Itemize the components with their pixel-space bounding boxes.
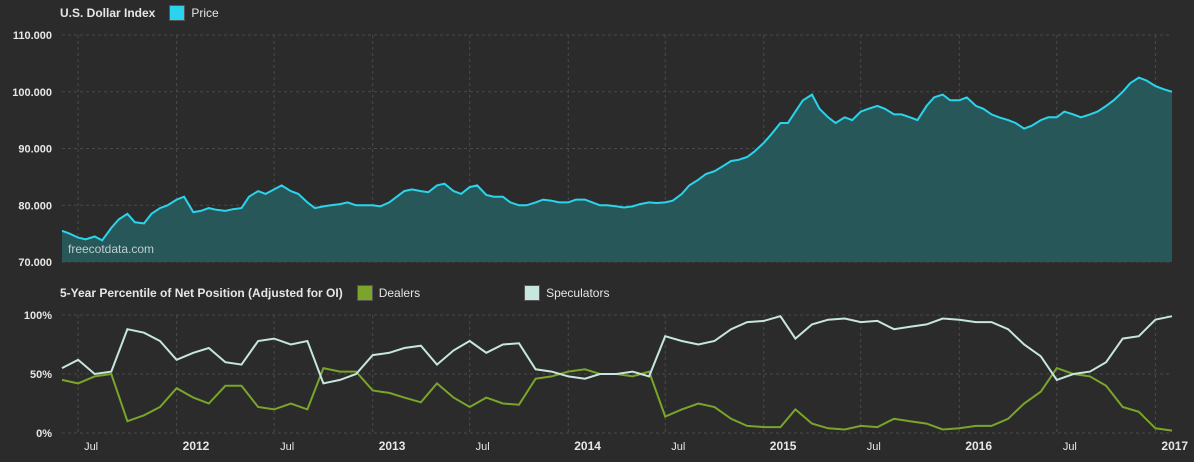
bottom-legend: 5-Year Percentile of Net Position (Adjus… <box>60 285 609 301</box>
price-area <box>62 77 1172 262</box>
watermark: freecotdata.com <box>68 242 154 256</box>
price-ytick-label: 70.000 <box>18 257 52 269</box>
xtick-year-label: 2015 <box>770 439 797 453</box>
xtick-month-label: Jul <box>476 441 490 453</box>
price-swatch <box>169 5 186 21</box>
dealers-legend-label[interactable]: Dealers <box>378 286 421 300</box>
speculators-legend-label[interactable]: Speculators <box>546 286 610 300</box>
xtick-year-label: 2012 <box>183 439 210 453</box>
price-ytick-label: 110.000 <box>13 30 52 42</box>
bottom-chart-title: 5-Year Percentile of Net Position (Adjus… <box>60 286 343 300</box>
price-line <box>61 76 1173 242</box>
xtick-month-label: Jul <box>671 441 685 453</box>
xtick-month-label: Jul <box>867 441 881 453</box>
xtick-month-label: Jul <box>84 441 98 453</box>
price-ytick-label: 90.000 <box>18 144 52 156</box>
top-chart-title: U.S. Dollar Index <box>60 6 156 20</box>
percentile-ytick-label: 100% <box>24 310 52 322</box>
speculators-line <box>61 315 1173 385</box>
dealers-swatch <box>356 285 373 301</box>
xtick-year-label: 2017 <box>1161 439 1188 453</box>
xtick-month-label: Jul <box>280 441 294 453</box>
price-legend-label[interactable]: Price <box>191 6 219 20</box>
xtick-year-label: 2014 <box>574 439 601 453</box>
percentile-ytick-label: 50% <box>30 369 52 381</box>
top-legend: U.S. Dollar Index Price <box>60 5 219 21</box>
speculators-swatch <box>524 285 541 301</box>
price-ytick-label: 80.000 <box>18 200 52 212</box>
xtick-month-label: Jul <box>1063 441 1077 453</box>
price-ytick-label: 100.000 <box>12 87 52 99</box>
xtick-year-label: 2013 <box>379 439 406 453</box>
xtick-year-label: 2016 <box>965 439 992 453</box>
percentile-ytick-label: 0% <box>36 428 52 440</box>
